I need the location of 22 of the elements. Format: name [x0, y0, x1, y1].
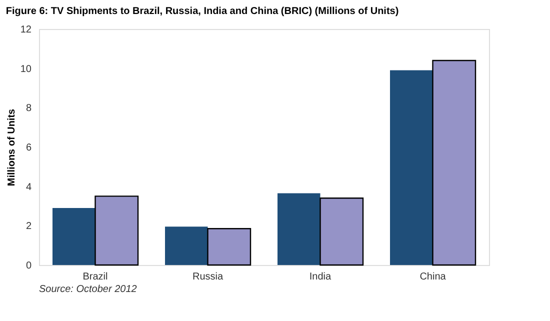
- bar: [432, 60, 476, 266]
- y-tick-label: 2: [26, 221, 32, 232]
- y-tick-label: 0: [26, 260, 32, 272]
- bar: [207, 228, 252, 266]
- bar: [278, 193, 320, 265]
- x-tick-label: Brazil: [82, 272, 108, 282]
- source-note: Source: October 2012: [39, 284, 138, 295]
- bar: [52, 208, 96, 265]
- bar: [94, 196, 139, 266]
- y-tick-label: 6: [26, 142, 32, 154]
- x-tick-label: India: [309, 272, 332, 282]
- y-tick-label: 4: [26, 182, 32, 193]
- x-tick-label: China: [420, 272, 446, 282]
- y-tick-label: 10: [20, 64, 32, 75]
- y-tick-label: 12: [20, 24, 32, 36]
- bar: [165, 226, 208, 265]
- y-tick-label: 8: [26, 103, 32, 114]
- bar: [320, 198, 364, 266]
- bar: [390, 70, 433, 265]
- chart-title: Figure 6: TV Shipments to Brazil, Russia, India and China (BRIC) (Millions of Units): [6, 6, 399, 17]
- x-tick-label: Russia: [192, 272, 224, 282]
- y-axis-title: Millions of Units: [6, 108, 18, 186]
